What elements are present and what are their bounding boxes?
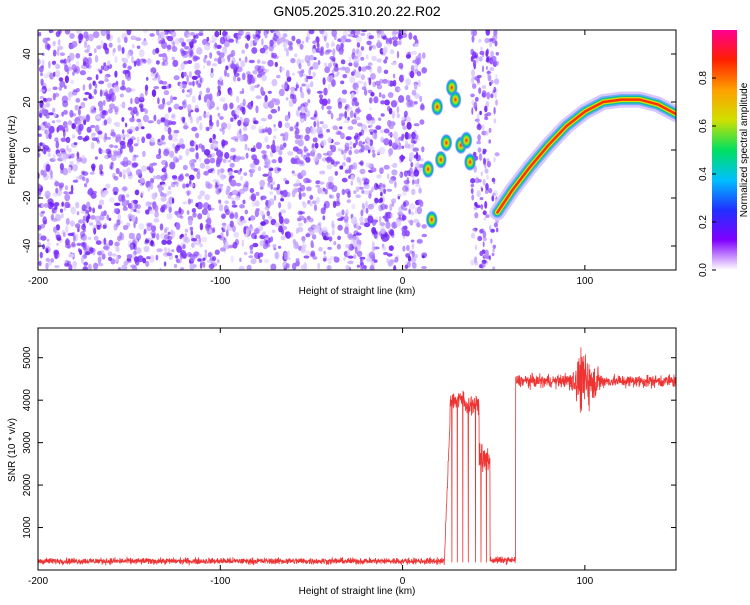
- snr-xlabel: Height of straight line (km): [299, 586, 416, 597]
- colorbar-ticks: 0.0 0.2 0.4 0.6 0.8: [698, 71, 716, 277]
- snr-series-line: [38, 347, 676, 566]
- colorbar-label: Normalized spectral amplitude: [739, 82, 750, 217]
- colorbar-tick-label: 0.8: [698, 71, 709, 85]
- y-tick-label: 4000: [22, 389, 33, 412]
- colorbar-tick-label: 0.2: [698, 215, 709, 229]
- spectrogram-noise-strip: [470, 30, 500, 270]
- colorbar: 0.0 0.2 0.4 0.6 0.8 Normalized spectral ampl…: [698, 30, 750, 277]
- spectrogram-blob: [449, 90, 462, 109]
- y-tick-label: 3000: [22, 431, 33, 454]
- y-tick-label: -20: [22, 190, 33, 205]
- snr-frame: [37, 327, 677, 571]
- snr-ylabel: SNR (10 * v/v): [7, 418, 18, 482]
- x-tick-label: 100: [577, 276, 594, 287]
- spectrogram-blob: [460, 131, 473, 150]
- snr-panel: -200 -100 0 100 1000 2000 3000 4000 5000 Height …: [7, 327, 677, 597]
- spectrogram-blob: [434, 150, 447, 169]
- y-tick-label: 40: [22, 48, 33, 60]
- spectrogram-blob: [431, 97, 444, 116]
- spectrogram-trace: [491, 94, 676, 218]
- y-tick-label: 5000: [22, 346, 33, 369]
- spectrogram-ylabel: Frequency (Hz): [7, 116, 18, 185]
- y-tick-label: 1000: [22, 516, 33, 539]
- chart-title: GN05.2025.310.20.22.R02: [273, 3, 441, 19]
- spectrogram-blob: [464, 153, 477, 171]
- colorbar-tick-label: 0.0: [698, 263, 709, 277]
- spectrogram-content: [38, 30, 676, 270]
- x-tick-label: 0: [400, 576, 406, 587]
- y-tick-label: -40: [22, 238, 33, 253]
- x-tick-label: -200: [28, 276, 48, 287]
- spectrogram-xlabel: Height of straight line (km): [299, 286, 416, 297]
- snr-ticks: -200 -100 0 100 1000 2000 3000 4000 5000: [22, 328, 676, 587]
- y-tick-label: 0: [22, 147, 33, 153]
- y-tick-label: 2000: [22, 474, 33, 497]
- snr-content: [38, 347, 676, 566]
- colorbar-tick-label: 0.4: [698, 167, 709, 181]
- spectrogram-noise: [38, 30, 428, 270]
- spectrogram-trace: [496, 98, 676, 214]
- spectrogram-blob: [425, 210, 438, 229]
- x-tick-label: -100: [210, 276, 230, 287]
- colorbar-tick-label: 0.6: [698, 119, 709, 133]
- spectrogram-blob: [422, 160, 435, 179]
- x-tick-label: -100: [210, 576, 230, 587]
- x-tick-label: 100: [577, 576, 594, 587]
- x-tick-label: -200: [28, 576, 48, 587]
- y-tick-label: 20: [22, 96, 33, 108]
- x-tick-label: 0: [400, 276, 406, 287]
- spectrogram-blob: [440, 133, 453, 152]
- colorbar-gradient: [712, 30, 737, 270]
